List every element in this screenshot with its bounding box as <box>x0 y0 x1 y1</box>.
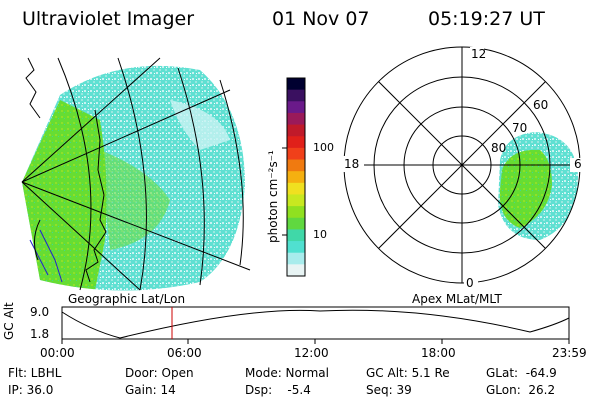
colorbar-segment <box>287 124 305 137</box>
colorbar-segment <box>287 264 305 277</box>
timeline-xtick-1800: 18:00 <box>421 346 456 360</box>
dsp-info: Dsp: -5.4 <box>245 383 311 397</box>
filter-info: Flt: LBHL <box>8 366 62 380</box>
geographic-panel-label: Geographic Lat/Lon <box>68 292 186 306</box>
colorbar-segment <box>287 78 305 91</box>
mlat-label-80: 80 <box>491 141 507 155</box>
colorbar-segment <box>287 112 305 126</box>
mlt-label-0: 0 <box>466 276 474 290</box>
colorbar-segment <box>287 101 305 114</box>
timeline-y-label: GC Alt <box>2 302 16 340</box>
altitude-timeline <box>61 306 570 344</box>
colorbar-tick-10: 10 <box>313 228 327 241</box>
mlt-label-18: 18 <box>344 157 360 171</box>
timeline-xtick-0600: 06:00 <box>167 346 202 360</box>
colorbar-segment <box>287 217 305 231</box>
mlat-label-70: 70 <box>512 121 528 135</box>
mlt-label-12: 12 <box>471 47 487 61</box>
timeline-xtick-0000: 00:00 <box>40 346 75 360</box>
colorbar-segment <box>287 206 305 219</box>
coastline <box>25 57 41 119</box>
mode-info: Mode: Normal <box>245 366 329 380</box>
colorbar-segment <box>287 159 305 172</box>
gain-info: Gain: 14 <box>125 383 176 397</box>
colorbar-segment <box>287 194 305 207</box>
timeline-ytick-1-8: 1.8 <box>30 327 50 341</box>
color-bar <box>287 78 305 277</box>
seq-info: Seq: 39 <box>366 383 412 397</box>
glon-info: GLon: 26.2 <box>486 383 556 397</box>
timeline-xtick-2359: 23:59 <box>552 346 587 360</box>
ip-info: IP: 36.0 <box>8 383 54 397</box>
door-info: Door: Open <box>125 366 194 380</box>
bright-region-green <box>22 100 107 290</box>
mlat-label-60: 60 <box>533 98 549 112</box>
gc-alt-info: GC Alt: 5.1 Re <box>366 366 450 380</box>
colorbar-segment <box>287 171 305 184</box>
geographic-image <box>21 57 251 291</box>
apex-panel-label: Apex MLat/MLT <box>412 292 502 306</box>
colorbar-segment <box>287 182 305 196</box>
altitude-curve <box>61 309 570 339</box>
timeline-ytick-9: 9.0 <box>30 305 50 319</box>
colorbar-tick-100: 100 <box>313 141 334 154</box>
time-label: 05:19:27 UT <box>428 8 545 30</box>
colorbar-segment <box>287 252 305 265</box>
colorbar-segment <box>287 136 305 149</box>
colorbar-segment <box>287 89 305 102</box>
colorbar-segment <box>287 147 305 161</box>
polar-plot <box>340 46 584 288</box>
app-title: Ultraviolet Imager <box>22 8 195 30</box>
lat-lon-grid <box>21 57 251 291</box>
colorbar-segment <box>287 241 305 254</box>
glat-info: GLat: -64.9 <box>486 366 557 380</box>
mlt-label-6: 6 <box>574 157 582 171</box>
colorbar-unit-label: photon cm⁻²s⁻¹ <box>266 150 280 243</box>
date-label: 01 Nov 07 <box>272 8 370 30</box>
timeline-xtick-1200: 12:00 <box>294 346 329 360</box>
colorbar-segment <box>287 229 305 242</box>
